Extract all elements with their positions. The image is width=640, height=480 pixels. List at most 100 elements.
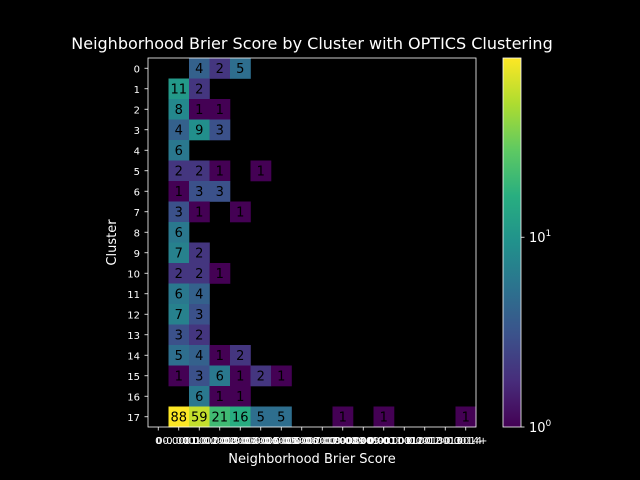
y-tick-label: 9 xyxy=(134,249,140,260)
cell-value-label: 1 xyxy=(462,410,470,425)
heatmap-cells xyxy=(168,58,477,428)
heatmap-cell-labels: 4 2 511 28 1 14 9 362 2 1 11 3 33 1 167 22 2 16 47 33 25 4 1 21… xyxy=(170,62,469,426)
cell-value-label: 16 xyxy=(232,410,249,425)
heatmap-cell xyxy=(189,283,210,305)
cell-value-label: 5 xyxy=(257,410,265,425)
colorbar: 100 101 xyxy=(502,57,552,436)
cell-value-label: 1 xyxy=(175,185,183,200)
heatmap-cell xyxy=(168,181,190,202)
heatmap-cell xyxy=(168,345,190,366)
heatmap-cell xyxy=(209,386,231,407)
x-axis: 00-0.00010.0001-0.00020.0002-0.00030.000… xyxy=(155,427,487,447)
x-axis-label: Neighborhood Brier Score xyxy=(228,452,395,467)
heatmap-cell xyxy=(168,201,190,223)
cell-value-label: 4 xyxy=(195,349,203,364)
chart-title: Neighborhood Brier Score by Cluster with… xyxy=(71,34,552,53)
heatmap-cell xyxy=(168,99,190,120)
heatmap-cell xyxy=(189,386,210,407)
heatmap-cell xyxy=(230,201,251,223)
x-tick-label: 0 xyxy=(155,436,161,447)
cell-value-label: 1 xyxy=(195,205,203,220)
heatmap-cell xyxy=(168,160,190,182)
cell-value-label: 1 xyxy=(339,410,347,425)
y-tick-label: 15 xyxy=(127,372,140,383)
heatmap-cell xyxy=(209,181,231,202)
x-tick-label: 0.001-0.0011 xyxy=(350,436,417,447)
cell-value-label: 7 xyxy=(175,308,183,323)
cell-value-label: 2 xyxy=(175,164,183,179)
y-tick-label: 2 xyxy=(134,105,140,116)
y-tick-label: 6 xyxy=(134,187,140,198)
heatmap-cell xyxy=(189,58,210,79)
x-tick-label: 0.0005-0.0006 xyxy=(244,436,318,447)
heatmap-cell xyxy=(168,304,190,325)
cell-value-label: 2 xyxy=(195,164,203,179)
heatmap-cell xyxy=(189,119,210,141)
y-tick-label: 14 xyxy=(127,351,140,362)
y-tick-label: 17 xyxy=(127,413,140,424)
y-tick-label: 16 xyxy=(127,392,140,403)
cell-value-label: 3 xyxy=(175,205,183,220)
heatmap-cell xyxy=(168,119,190,141)
colorbar-gradient xyxy=(502,57,522,428)
y-tick-label: 8 xyxy=(134,228,140,239)
heatmap-cell xyxy=(271,406,292,428)
cell-value-label: 6 xyxy=(175,144,183,159)
cell-value-label: 1 xyxy=(195,103,203,118)
colorbar-ticks: 100 101 xyxy=(521,229,552,436)
heatmap-cell xyxy=(209,119,231,141)
heatmap-cell xyxy=(168,406,190,428)
heatmap-cell xyxy=(250,406,272,428)
y-tick-label: 11 xyxy=(127,290,140,301)
cell-value-label: 3 xyxy=(195,185,203,200)
colorbar-tick-exponent: 0 xyxy=(546,419,552,429)
cell-value-label: 1 xyxy=(236,390,244,405)
x-tick-label: 0.0011-0.0012 xyxy=(367,436,441,447)
cell-value-label: 5 xyxy=(236,62,244,77)
y-tick-label: 12 xyxy=(127,310,140,321)
cell-value-label: 2 xyxy=(236,349,244,364)
heatmap-cell xyxy=(332,406,354,428)
heatmap-cell xyxy=(209,406,231,428)
heatmap-cell xyxy=(271,365,292,387)
colorbar-tick-label: 101 xyxy=(529,229,551,246)
heatmap-cell xyxy=(189,201,210,223)
cell-value-label: 2 xyxy=(257,369,265,384)
cell-value-label: 2 xyxy=(195,246,203,261)
heatmap-cell xyxy=(230,345,251,366)
y-tick-label: 3 xyxy=(134,126,140,137)
cell-value-label: 5 xyxy=(175,349,183,364)
colorbar-tick-label: 100 xyxy=(529,419,552,436)
cell-value-label: 2 xyxy=(216,62,224,77)
heatmap-cell xyxy=(189,324,210,346)
plot-frame xyxy=(147,57,477,428)
heatmap-cell xyxy=(230,386,251,407)
cell-value-label: 1 xyxy=(216,164,224,179)
cell-value-label: 7 xyxy=(175,246,183,261)
cell-value-label: 9 xyxy=(195,123,203,138)
heatmap-cell xyxy=(189,345,210,366)
cell-value-label: 4 xyxy=(175,123,183,138)
heatmap-cell xyxy=(168,283,190,305)
cell-value-label: 1 xyxy=(257,164,265,179)
cell-value-label: 3 xyxy=(195,308,203,323)
cell-value-label: 3 xyxy=(216,123,224,138)
cell-value-label: 4 xyxy=(195,287,203,302)
heatmap-cell xyxy=(209,365,231,387)
cell-value-label: 1 xyxy=(380,410,388,425)
cell-value-label: 11 xyxy=(170,82,187,97)
y-tick-label: 7 xyxy=(134,208,140,219)
cell-value-label: 3 xyxy=(216,185,224,200)
heatmap-cell xyxy=(189,160,210,182)
cell-value-label: 3 xyxy=(175,328,183,343)
x-tick-label: 0.0012-0.0013 xyxy=(388,436,462,447)
heatmap-cell xyxy=(230,365,251,387)
y-tick-label: 13 xyxy=(127,331,140,342)
heatmap-cell xyxy=(373,406,395,428)
heatmap-cell xyxy=(189,181,210,202)
heatmap-cell xyxy=(230,406,251,428)
cell-value-label: 1 xyxy=(236,369,244,384)
cell-value-label: 4 xyxy=(195,62,203,77)
cell-value-label: 2 xyxy=(195,328,203,343)
